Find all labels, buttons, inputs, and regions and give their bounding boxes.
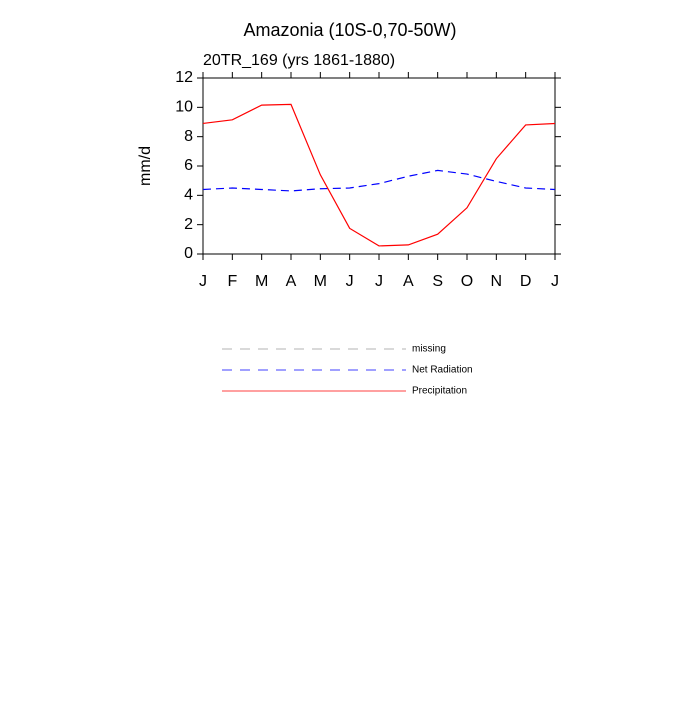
series-line bbox=[202, 103, 556, 247]
x-tick-label: A bbox=[286, 273, 297, 290]
y-tick-label: 10 bbox=[175, 99, 193, 116]
y-tick-label: 8 bbox=[184, 128, 193, 145]
x-tick-label: J bbox=[346, 273, 354, 290]
y-tick-label: 0 bbox=[184, 245, 193, 262]
x-tick-label: M bbox=[314, 273, 327, 290]
y-tick-label: 6 bbox=[184, 157, 193, 174]
x-tick-label: S bbox=[432, 273, 443, 290]
chart-subtitle: 20TR_169 (yrs 1861-1880) bbox=[203, 52, 395, 69]
x-tick-label: J bbox=[551, 273, 559, 290]
plot-frame bbox=[202, 77, 556, 255]
legend-label: Precipitation bbox=[412, 386, 467, 397]
x-tick-label: D bbox=[520, 273, 532, 290]
y-tick-label: 12 bbox=[175, 69, 193, 86]
legend-label: Net Radiation bbox=[412, 365, 473, 376]
x-tick-label: M bbox=[255, 273, 268, 290]
y-tick-label: 2 bbox=[184, 216, 193, 233]
x-tick-label: A bbox=[403, 273, 414, 290]
x-tick-label: O bbox=[461, 273, 473, 290]
y-axis-label: mm/d bbox=[137, 146, 154, 186]
y-tick-label: 4 bbox=[184, 187, 193, 204]
x-tick-label: N bbox=[491, 273, 503, 290]
x-tick-label: J bbox=[375, 273, 383, 290]
legend-label: missing bbox=[412, 344, 446, 355]
chart-title: Amazonia (10S-0,70-50W) bbox=[243, 20, 456, 40]
series-line bbox=[202, 169, 556, 192]
x-tick-label: J bbox=[199, 273, 207, 290]
x-tick-label: F bbox=[227, 273, 237, 290]
